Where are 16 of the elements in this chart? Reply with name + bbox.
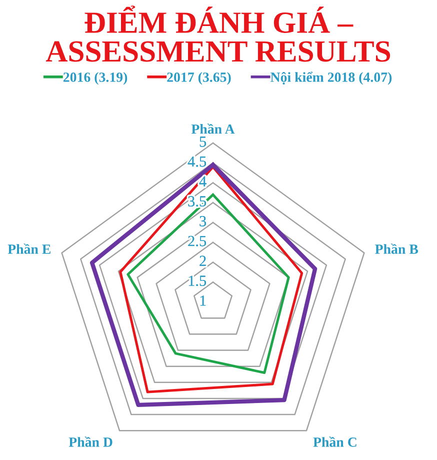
chart-title: ĐIỂM ĐÁNH GIÁ – ASSESSMENT RESULTS — [46, 6, 390, 62]
y-tick-label: 1 — [200, 296, 206, 306]
y-tick-label: 4.5 — [188, 156, 206, 167]
spoke-label: Phần E — [8, 244, 50, 254]
y-tick-label: 5 — [200, 136, 206, 147]
legend-label: 2016 (3.19) — [63, 72, 128, 85]
y-tick-label: 2 — [200, 256, 206, 266]
spoke-label: Phần B — [375, 244, 418, 254]
spoke-label: Phần D — [68, 436, 112, 447]
y-tick-label: 1.5 — [188, 276, 206, 286]
spoke-label: Phần A — [191, 124, 235, 134]
spoke-label: Phần C — [313, 436, 356, 447]
legend-label: Nội kiểm 2018 (4.07) — [270, 72, 392, 85]
y-tick-label: 3 — [200, 216, 206, 226]
y-tick-label: 2.5 — [188, 236, 206, 246]
legend-label: 2017 (3.65) — [167, 72, 231, 85]
